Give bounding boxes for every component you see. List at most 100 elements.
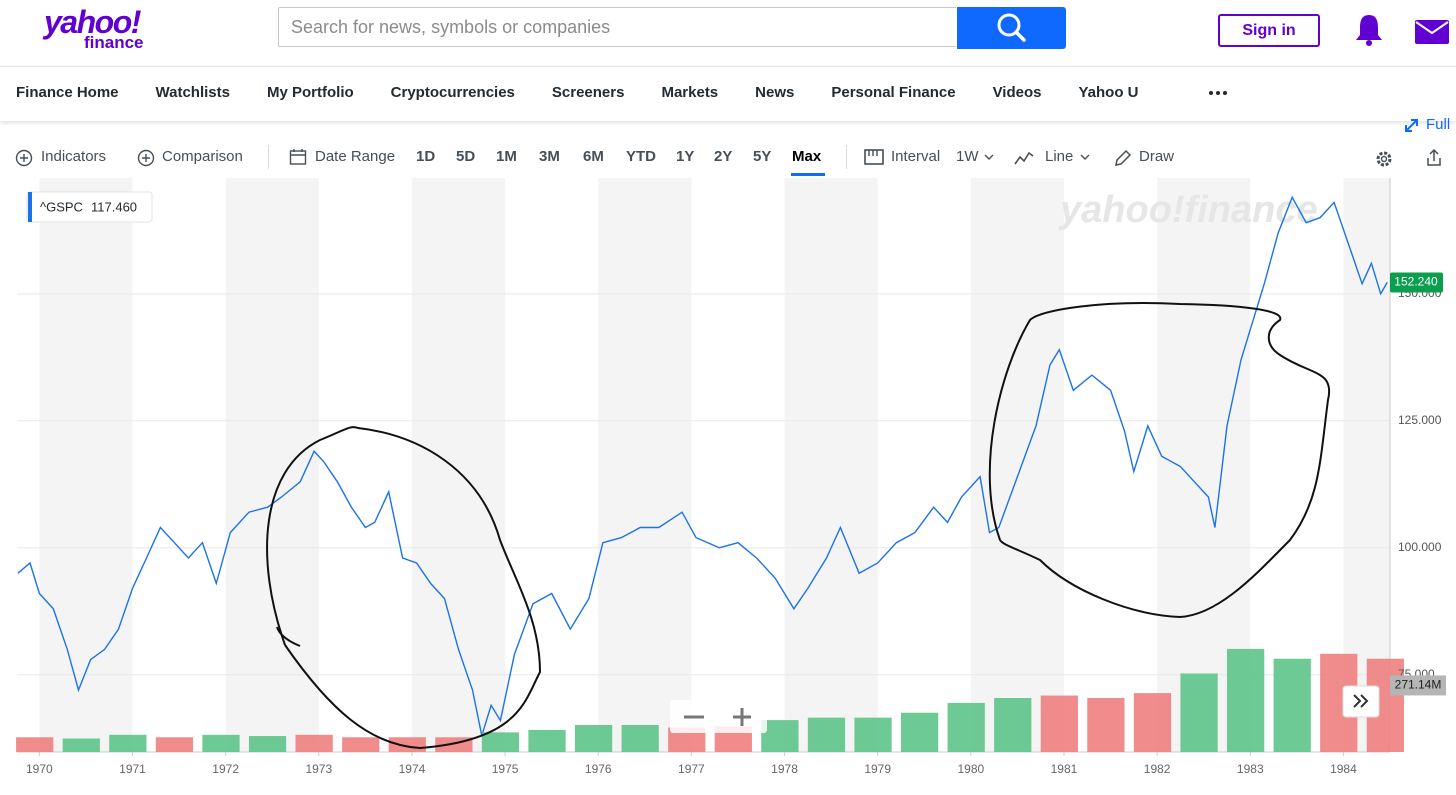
range-underline (791, 173, 825, 176)
share-icon[interactable] (1424, 148, 1444, 168)
volume-bar (155, 737, 194, 752)
x-tick-label: 1979 (864, 762, 891, 776)
year-stripe (411, 178, 506, 752)
year-stripe (39, 178, 133, 752)
x-tick-label: 1982 (1144, 762, 1171, 776)
x-tick-label: 1974 (399, 762, 426, 776)
nav-link[interactable]: Cryptocurrencies (390, 84, 515, 101)
x-tick-label: 1983 (1237, 762, 1264, 776)
logo[interactable]: yahoo! (44, 4, 141, 40)
x-tick-label: 1978 (771, 762, 798, 776)
date-range-button[interactable]: Date Range (315, 148, 396, 165)
year-stripe (225, 178, 319, 752)
volume-bar (1087, 698, 1125, 752)
nav-link[interactable]: Yahoo U (1078, 84, 1139, 101)
divider (846, 145, 847, 169)
range-button[interactable]: 1M (496, 148, 517, 165)
year-stripe (970, 178, 1064, 752)
last-price-label: 152.240 (1394, 275, 1438, 289)
caret (1080, 154, 1090, 160)
divider (268, 145, 269, 169)
volume-bar (574, 725, 613, 752)
legend-swatch (28, 192, 32, 222)
range-button[interactable]: 6M (583, 148, 604, 165)
volume-bar (1226, 648, 1265, 752)
volume-bar (481, 732, 520, 752)
range-button[interactable]: 5D (456, 148, 476, 165)
interval-value[interactable]: 1W (956, 148, 979, 165)
x-tick-label: 1981 (1051, 762, 1078, 776)
range-button[interactable]: Max (792, 148, 822, 165)
volume-bar (621, 725, 659, 752)
x-tick-label: 1975 (492, 762, 519, 776)
volume-bar (854, 717, 892, 752)
nav-list: Finance Home Watchlists My Portfolio Crypto… (16, 84, 1139, 101)
zoom-controls (670, 700, 767, 733)
nav-link[interactable]: Personal Finance (831, 84, 956, 101)
year-stripe (784, 178, 878, 752)
volume-bar (1040, 695, 1078, 752)
nav-link[interactable]: News (755, 84, 795, 101)
volume-bar (528, 729, 566, 752)
indicators-button[interactable]: Indicators (41, 148, 107, 165)
more-icon[interactable] (1208, 88, 1228, 98)
interval-label[interactable]: Interval (891, 148, 941, 165)
zoom-in[interactable] (733, 708, 751, 726)
search-button[interactable] (957, 7, 1066, 49)
search-box[interactable] (278, 7, 956, 47)
volume-bar (16, 737, 54, 752)
nav-link[interactable]: My Portfolio (267, 84, 354, 101)
range-button[interactable]: 3M (539, 148, 560, 165)
volume-bar (295, 734, 333, 752)
range-button[interactable]: 5Y (753, 148, 772, 165)
caret (984, 154, 994, 160)
chart: yahoo!finance ^GSPC 117.460 75.000100.00… (16, 178, 1446, 776)
settings-icon[interactable] (1374, 149, 1394, 169)
nav-link[interactable]: Screeners (551, 84, 625, 101)
hand-drawn-circle (266, 426, 542, 750)
calendar-icon (289, 149, 307, 165)
volume-bar (761, 720, 799, 752)
range-button[interactable]: 2Y (714, 148, 733, 165)
bell-icon[interactable] (1352, 12, 1386, 46)
legend-name: ^GSPC (40, 199, 83, 214)
x-tick-label: 1972 (212, 762, 239, 776)
mail-icon[interactable] (1414, 18, 1450, 46)
x-tick-label: 1977 (678, 762, 705, 776)
x-tick-label: 1976 (585, 762, 612, 776)
scroll-button[interactable] (1342, 685, 1380, 718)
volume-bar (202, 734, 240, 752)
search-icon (997, 13, 1026, 42)
volume-bar (109, 734, 147, 752)
range-button[interactable]: 1D (416, 148, 436, 165)
nav-link[interactable]: Markets (661, 84, 719, 101)
volume-bar (900, 712, 939, 752)
range-button[interactable]: 1Y (676, 148, 695, 165)
volume-bar (388, 737, 426, 752)
comparison-button[interactable]: Comparison (162, 148, 243, 165)
line-icon (1014, 151, 1034, 165)
legend: ^GSPC 117.460 (26, 191, 153, 223)
chart-type-button[interactable]: Line (1045, 148, 1074, 165)
volume-bar (807, 717, 846, 752)
nav-bar (0, 66, 1456, 121)
full-icon[interactable] (1404, 117, 1422, 133)
range-button[interactable]: YTD (626, 148, 656, 165)
draw-button[interactable]: Draw (1139, 148, 1175, 165)
interval-icon (864, 149, 884, 165)
x-tick-label: 1970 (26, 762, 53, 776)
hand-drawn-mark (276, 626, 301, 647)
indicators-icon (15, 149, 33, 167)
nav-link[interactable]: Videos (992, 84, 1042, 101)
full-button[interactable]: Full (1426, 116, 1451, 133)
watermark: yahoo!finance (1058, 189, 1318, 231)
legend-box (26, 191, 153, 223)
nav-link[interactable]: Watchlists (155, 84, 230, 101)
volume-bar (248, 736, 287, 752)
hand-drawn-circle (988, 302, 1331, 619)
last-volume-marker (1390, 675, 1446, 696)
nav-link[interactable]: Finance Home (16, 84, 119, 101)
sign-in-button[interactable]: Sign in (1218, 14, 1320, 47)
volume-bar (994, 698, 1032, 752)
